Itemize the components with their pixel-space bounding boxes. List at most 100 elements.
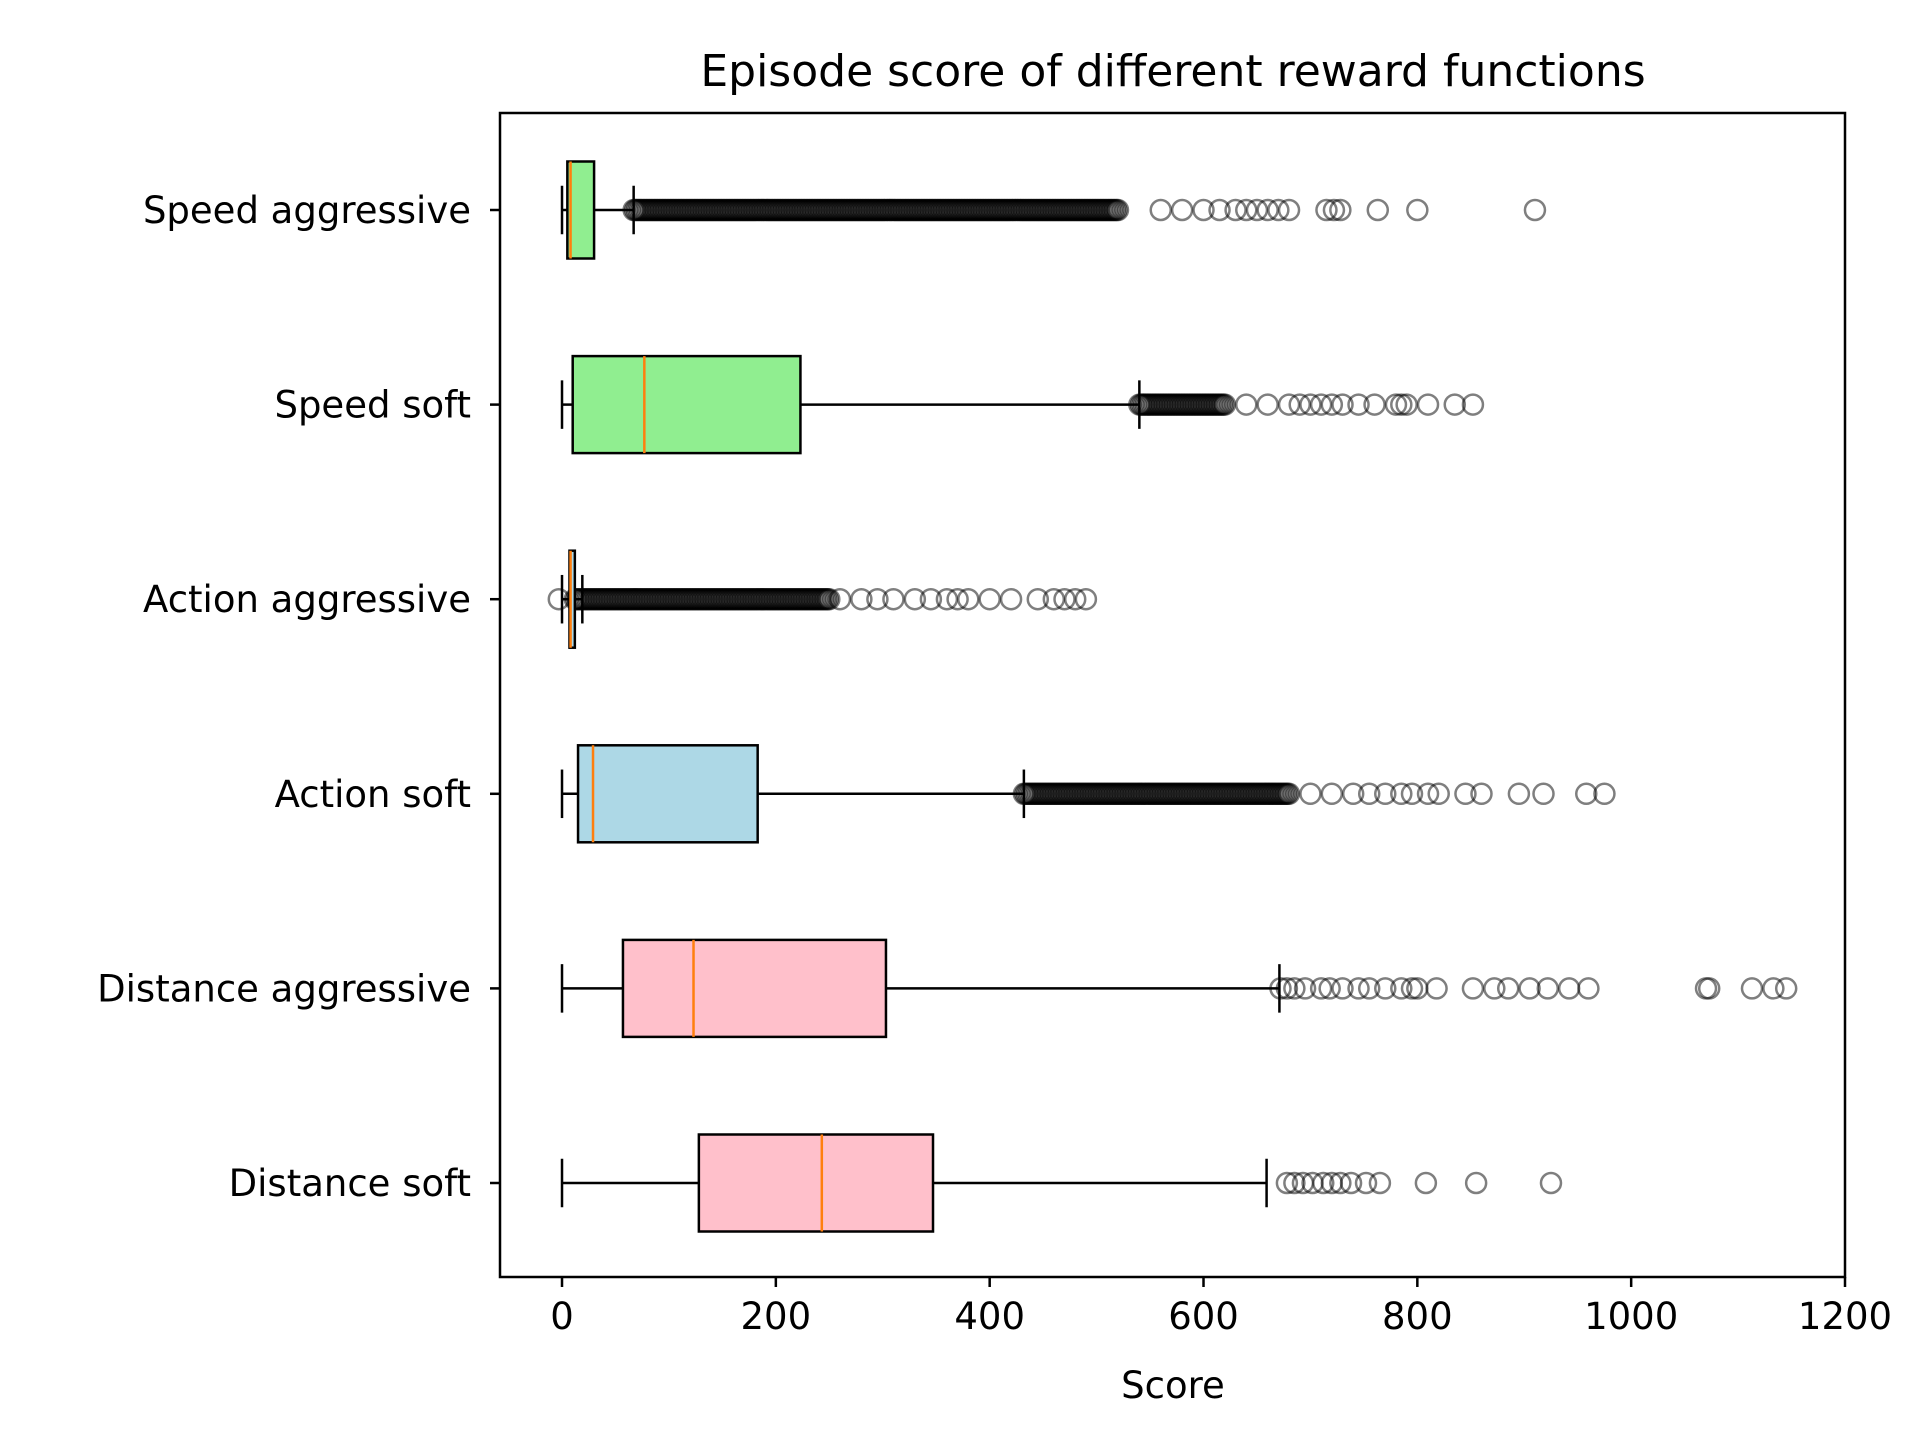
outlier-point <box>1329 1171 1352 1195</box>
outlier-point <box>1277 198 1301 222</box>
outlier-point <box>1347 977 1370 1000</box>
y-tick-label: Speed soft <box>274 384 471 427</box>
outlier-point <box>1740 977 1764 1000</box>
box-iqr <box>621 938 888 1039</box>
outlier-point <box>1374 782 1397 806</box>
outlier-point <box>1315 198 1338 222</box>
outlier-point <box>1170 198 1194 222</box>
outlier-point <box>1425 977 1448 1000</box>
x-axis: 0 200 400 600 800 1000 1200 <box>550 1277 1892 1338</box>
outlier-point <box>1774 977 1798 1000</box>
outlier-point <box>1507 782 1531 806</box>
outlier-point <box>1523 198 1547 222</box>
y-tick-label: Distance aggressive <box>97 967 471 1010</box>
outlier-point <box>1496 977 1520 1000</box>
outlier-point <box>1208 198 1231 222</box>
outlier-point <box>1461 977 1485 1000</box>
outlier-point <box>828 587 852 611</box>
outlier-point <box>1593 782 1616 806</box>
plot-area <box>547 160 1798 1233</box>
outlier-point <box>1518 977 1541 1000</box>
y-tick-label: Speed aggressive <box>143 189 471 232</box>
outlier-point <box>1256 198 1279 222</box>
outlier-point <box>1406 198 1429 222</box>
y-tick-label: Action aggressive <box>143 578 471 621</box>
outlier-group <box>1128 393 1485 416</box>
outlier-point <box>1536 977 1560 1000</box>
outlier-point <box>1539 1171 1563 1195</box>
outlier-point <box>1283 977 1306 1000</box>
outlier-point <box>1320 393 1344 416</box>
y-tick-label: Action soft <box>275 773 471 816</box>
outlier-point <box>1213 393 1237 416</box>
outlier-point <box>1277 782 1301 806</box>
outlier-point <box>1363 393 1386 416</box>
outlier-point <box>1557 977 1581 1000</box>
outlier-point <box>1063 587 1087 611</box>
outlier-point <box>1374 977 1397 1000</box>
box-group <box>547 549 1098 649</box>
outlier-point <box>946 587 969 611</box>
outlier-point <box>818 587 841 611</box>
outlier-point <box>1309 977 1333 1000</box>
outlier-point <box>1106 198 1130 222</box>
outlier-point <box>1235 198 1258 222</box>
outlier-point <box>1293 977 1317 1000</box>
x-tick-label: 800 <box>1382 1295 1453 1338</box>
outlier-point <box>850 587 873 611</box>
outlier-point <box>935 587 959 611</box>
outlier-point <box>1329 198 1352 222</box>
y-axis: Speed aggressive Speed soft Action aggress… <box>97 189 500 1205</box>
outlier-point <box>1575 782 1598 806</box>
x-tick-label: 0 <box>550 1295 574 1338</box>
outlier-point <box>1320 782 1344 806</box>
outlier-point <box>1427 782 1450 806</box>
outlier-point <box>1288 393 1311 416</box>
box-iqr <box>571 354 802 455</box>
outlier-group <box>547 587 1098 611</box>
outlier-point <box>1443 393 1467 416</box>
outlier-point <box>1299 782 1322 806</box>
outlier-point <box>903 587 927 611</box>
x-tick-label: 200 <box>741 1295 812 1338</box>
outlier-point <box>866 587 889 611</box>
outlier-point <box>1357 977 1381 1000</box>
outlier-point <box>1762 977 1785 1000</box>
outlier-point <box>1697 977 1721 1000</box>
outlier-point <box>999 587 1023 611</box>
outlier-point <box>1331 977 1354 1000</box>
outlier-point <box>1322 198 1346 222</box>
outlier-group <box>622 198 1547 222</box>
outlier-point <box>1384 393 1408 416</box>
x-tick-label: 1200 <box>1798 1295 1892 1338</box>
outlier-point <box>882 587 905 611</box>
outlier-point <box>1245 198 1269 222</box>
box-group <box>560 160 1547 260</box>
outlier-point <box>1390 393 1413 416</box>
outlier-point <box>1483 977 1506 1000</box>
outlier-point <box>1354 1171 1378 1195</box>
box-group <box>560 744 1616 844</box>
outlier-point <box>1416 393 1440 416</box>
outlier-point <box>1042 587 1066 611</box>
outlier-point <box>1416 782 1440 806</box>
outlier-point <box>1357 782 1381 806</box>
box-group <box>560 1133 1563 1233</box>
outlier-group <box>1012 782 1616 806</box>
outlier-point <box>1470 782 1493 806</box>
outlier-point <box>1224 198 1247 222</box>
outlier-point <box>1390 782 1413 806</box>
outlier-point <box>1053 587 1076 611</box>
axes-frame <box>498 111 1847 1279</box>
outlier-point <box>1192 198 1215 222</box>
outlier-point <box>1400 977 1424 1000</box>
outlier-point <box>1461 393 1485 416</box>
outlier-point <box>1577 977 1600 1000</box>
outlier-point <box>1339 1171 1363 1195</box>
outlier-point <box>1331 393 1354 416</box>
box-group <box>560 938 1798 1039</box>
outlier-point <box>1464 1171 1488 1195</box>
outlier-point <box>1235 393 1258 416</box>
